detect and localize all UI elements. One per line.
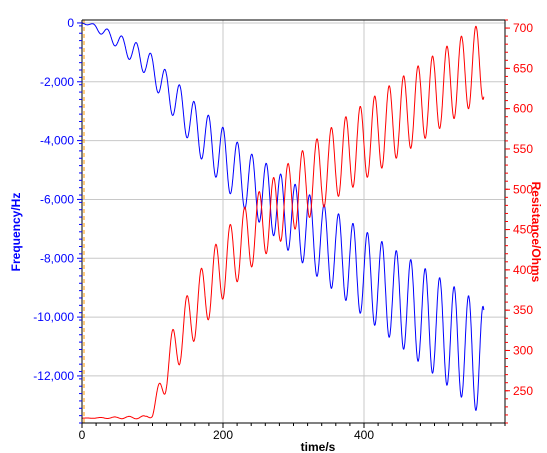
right-axis-tick-label: 250 xyxy=(513,384,533,398)
right-axis-tick-label: 550 xyxy=(513,142,533,156)
left-axis-tick-label: 0 xyxy=(67,16,74,30)
axes: 0 -2,000 -4,000 -6,000 -8,000 -10,000 -12,000 2… xyxy=(33,16,533,442)
right-axis-tick-label: 600 xyxy=(513,102,533,116)
frequency-series-line xyxy=(81,22,485,411)
x-axis-tick-label: 200 xyxy=(213,428,233,442)
right-axis-tick-label: 500 xyxy=(513,182,533,196)
right-axis-tick-label: 300 xyxy=(513,343,533,357)
right-axis-tick-label: 650 xyxy=(513,61,533,75)
right-axis-tick-label: 400 xyxy=(513,263,533,277)
left-axis-tick-label: -6,000 xyxy=(40,192,74,206)
x-axis-tick-label: 0 xyxy=(79,428,86,442)
left-axis-title: Frequency/Hz xyxy=(9,193,23,272)
x-axis-tick-label: 400 xyxy=(354,428,374,442)
resistance-series-line xyxy=(82,25,485,420)
right-axis-title: Resistance/Ohms xyxy=(529,182,543,283)
right-axis-tick-label: 350 xyxy=(513,303,533,317)
left-axis-tick-label: -2,000 xyxy=(40,75,74,89)
left-axis-tick-label: -4,000 xyxy=(40,134,74,148)
data-series xyxy=(81,22,485,420)
left-axis-tick-label: -12,000 xyxy=(33,369,74,383)
right-axis-tick-label: 700 xyxy=(513,21,533,35)
left-axis-tick-label: -10,000 xyxy=(33,310,74,324)
x-axis-title: time/s xyxy=(301,440,336,453)
grid-lines xyxy=(82,20,505,423)
left-axis-tick-label: -8,000 xyxy=(40,251,74,265)
right-axis-tick-label: 450 xyxy=(513,223,533,237)
